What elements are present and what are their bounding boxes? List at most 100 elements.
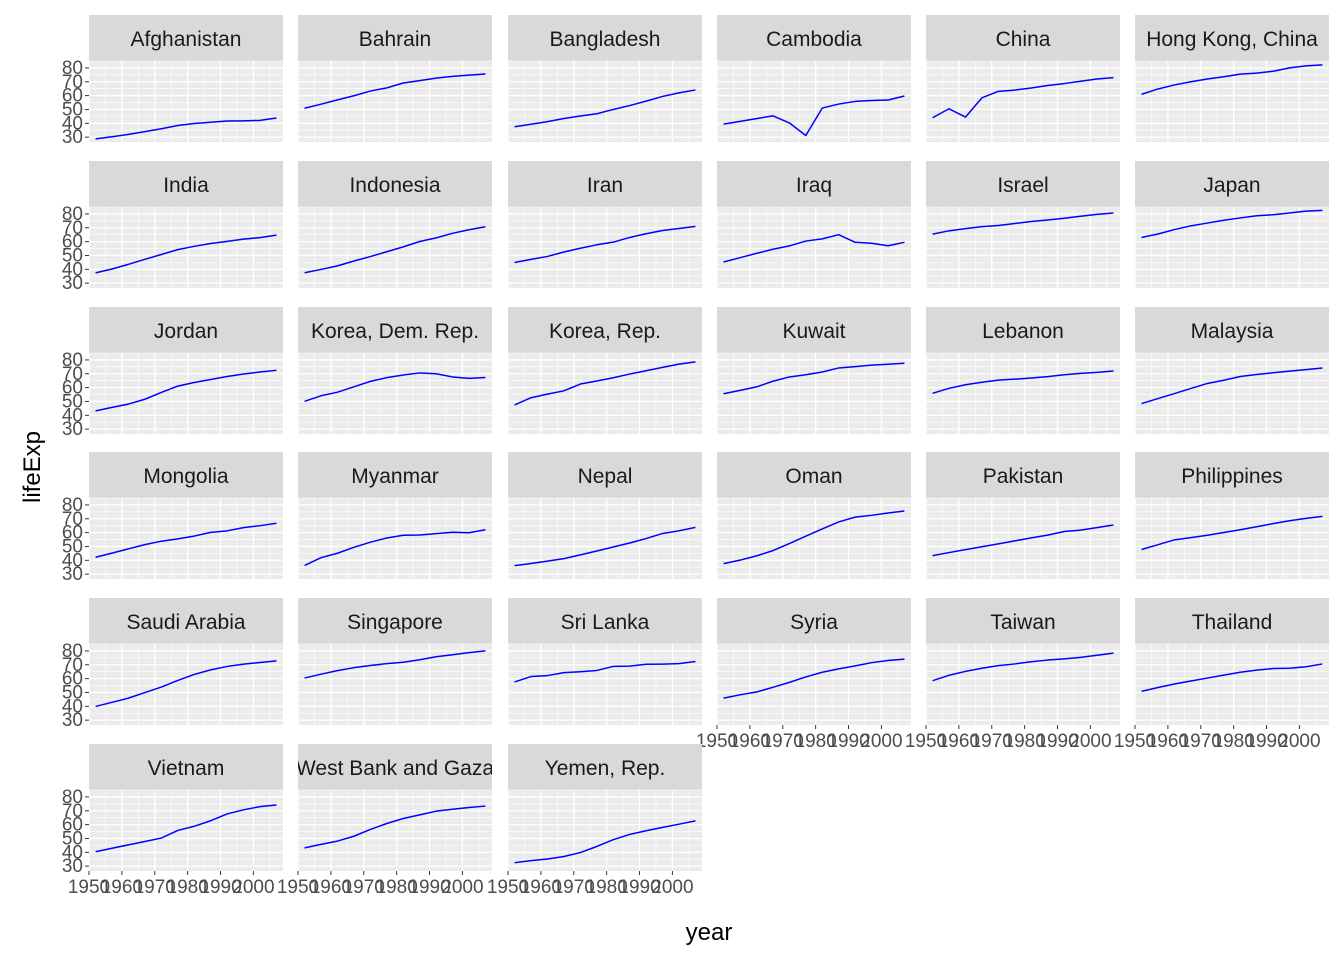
facet-strip (717, 452, 911, 498)
facet-panel: Malaysia (1134, 307, 1329, 434)
series-line (932, 524, 1114, 557)
y-tick-label: 40 (62, 550, 83, 571)
facet-strip (717, 161, 911, 207)
y-tick-label: 50 (62, 828, 83, 849)
y-axis-title: lifeExp (19, 431, 46, 503)
facet-strip (1135, 15, 1329, 61)
facet-strip (1135, 452, 1329, 498)
x-tick-label: 2000 (1069, 731, 1111, 752)
facet-panel: Sri Lanka (507, 598, 702, 725)
series-line (1141, 663, 1323, 693)
x-tick-label: 1950 (277, 877, 319, 898)
series-line (304, 805, 486, 849)
x-axis-title: year (686, 919, 733, 946)
facet-strip (1135, 598, 1329, 644)
x-tick-label: 1990 (618, 877, 660, 898)
series-line (932, 652, 1114, 682)
facet-strip (508, 452, 702, 498)
series-line (95, 234, 277, 274)
series-line (723, 95, 905, 137)
series-line (932, 76, 1114, 119)
series-line (514, 89, 696, 128)
facet-strip-label: Lebanon (982, 320, 1064, 343)
facet-strip (926, 15, 1120, 61)
series-line (1141, 367, 1323, 405)
y-tick-label: 40 (62, 113, 83, 134)
y-tick-label: 30 (62, 564, 83, 585)
y-tick-label: 70 (62, 218, 83, 239)
facet-strip (89, 307, 283, 353)
facet-strip (926, 452, 1120, 498)
facet-strip-label: Pakistan (983, 465, 1064, 488)
facet-strip-label: Bangladesh (550, 28, 661, 51)
series-line (514, 660, 696, 683)
y-tick-label: 50 (62, 682, 83, 703)
facet-strip-label: Cambodia (766, 28, 862, 51)
y-tick-label: 80 (62, 641, 83, 662)
facet-panel: Bangladesh (507, 15, 702, 142)
series-line (1141, 64, 1323, 95)
x-tick-label: 2000 (1278, 731, 1320, 752)
x-tick-label: 1960 (1147, 731, 1189, 752)
facet-strip-label: Korea, Rep. (549, 320, 661, 343)
facet-strip-label: Jordan (154, 320, 218, 343)
facet-panel: Philippines (1134, 452, 1329, 579)
facet-panel: Myanmar (297, 452, 492, 579)
facet-strip-label: Oman (785, 465, 842, 488)
x-tick-label: 1990 (408, 877, 450, 898)
facet-strip-label: Israel (997, 174, 1048, 197)
facet-strip (717, 15, 911, 61)
facet-strip-label: Korea, Dem. Rep. (311, 320, 479, 343)
y-tick-label: 30 (62, 273, 83, 294)
facet-strip (298, 307, 492, 353)
facet-strip (508, 15, 702, 61)
facet-strip-label: Saudi Arabia (126, 611, 245, 634)
facet-strip (89, 161, 283, 207)
facet-strip-label: Malaysia (1191, 320, 1274, 343)
y-tick-label: 60 (62, 86, 83, 107)
facet-strip (717, 307, 911, 353)
x-tick-label: 1980 (1213, 731, 1255, 752)
x-tick-label: 1950 (1114, 731, 1156, 752)
x-tick-label: 1970 (134, 877, 176, 898)
facet-strip (508, 744, 702, 790)
facet-strip (926, 598, 1120, 644)
facet-strip-label: Bahrain (359, 28, 431, 51)
x-tick-label: 1980 (167, 877, 209, 898)
y-tick-label: 30 (62, 419, 83, 440)
series-line (95, 804, 277, 853)
series-line (723, 658, 905, 699)
facet-panel: Lebanon (925, 307, 1120, 434)
series-line (95, 117, 277, 140)
facet-strip-label: Iraq (796, 174, 832, 197)
series-line (723, 233, 905, 263)
facet-strip-label: Japan (1203, 174, 1260, 197)
x-tick-label: 1970 (343, 877, 385, 898)
y-tick-label: 30 (62, 127, 83, 148)
facet-strip (508, 161, 702, 207)
y-tick-label: 60 (62, 232, 83, 253)
facet-panel: Cambodia (716, 15, 911, 142)
series-line (1141, 209, 1323, 239)
facet-strip-label: Iran (587, 174, 623, 197)
facet-panel: Iraq (716, 161, 911, 288)
facet-strip (926, 307, 1120, 353)
y-tick-label: 80 (62, 350, 83, 371)
y-tick-label: 40 (62, 405, 83, 426)
facet-strip-label: Afghanistan (131, 28, 242, 51)
facet-panel: Kuwait (716, 307, 911, 434)
facet-strip-label: India (163, 174, 209, 197)
x-tick-label: 2000 (441, 877, 483, 898)
facet-panel: Oman (716, 452, 911, 579)
series-line (95, 660, 277, 708)
x-tick-label: 1960 (729, 731, 771, 752)
y-tick-label: 60 (62, 523, 83, 544)
facet-strip (508, 598, 702, 644)
facet-panel: Hong Kong, China (1134, 15, 1329, 142)
